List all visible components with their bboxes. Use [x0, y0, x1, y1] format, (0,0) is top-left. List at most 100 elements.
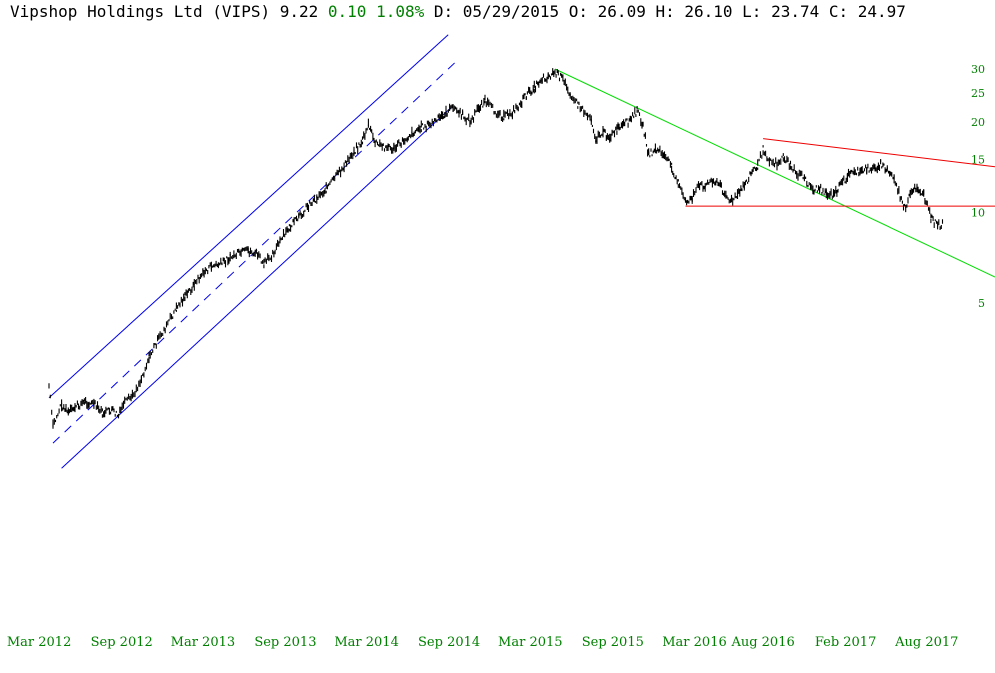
price-segment-87 [725, 190, 731, 204]
y-tick-label: 25 [971, 87, 985, 100]
price-segment-46 [429, 113, 440, 129]
trendline-2 [61, 107, 452, 469]
price-segment-98 [796, 169, 805, 182]
price-segment-115 [909, 183, 918, 196]
price-bars-91 [750, 166, 759, 177]
bar-open: O: 26.09 [568, 2, 646, 21]
price-segment-59 [533, 77, 542, 93]
price-segment-53 [484, 94, 495, 114]
price-bars-116 [916, 185, 925, 197]
price-segment-99 [803, 174, 814, 193]
price-segment-25 [247, 247, 259, 258]
bar-low: L: 23.74 [742, 2, 820, 21]
price-bars-53 [484, 94, 495, 114]
price-segment-112 [893, 174, 902, 202]
price-segment-62 [554, 69, 563, 82]
price-segment-5 [74, 398, 85, 410]
x-tick-label: Mar 2013 [171, 635, 236, 650]
price-bars-89 [736, 181, 745, 197]
price-segment-37 [353, 136, 364, 156]
x-tick-label: Sep 2015 [582, 635, 644, 650]
price-bars-8 [101, 406, 113, 418]
x-tick-label: Mar 2016 [662, 635, 727, 650]
price-bars-11 [122, 393, 133, 405]
price-segment-13 [140, 356, 150, 384]
price-segment-10 [117, 402, 125, 419]
price-bars-36 [343, 146, 355, 168]
price-bars-50 [462, 111, 472, 128]
price-segment-107 [859, 164, 868, 174]
price-bars-33 [316, 182, 327, 204]
price-bars-107 [859, 164, 868, 174]
y-axis: 5 10 15 20 25 30 [971, 63, 985, 310]
price-bars-99 [803, 174, 814, 193]
x-tick-label: Sep 2012 [91, 635, 153, 650]
price-segment-105 [846, 167, 855, 180]
price-bars-81 [684, 195, 693, 206]
price-bars-103 [832, 180, 841, 198]
price-bars-15 [157, 321, 168, 342]
price-bars-93 [762, 150, 770, 167]
price-segment-61 [547, 68, 556, 80]
price-segment-47 [438, 105, 447, 121]
price-segment-48 [445, 103, 454, 117]
price-bars-73 [629, 107, 638, 123]
price-segment-38 [361, 124, 369, 145]
price-segment-21 [210, 257, 222, 272]
price-segment-55 [503, 109, 513, 120]
price-bars-6 [83, 397, 95, 410]
price-segment-101 [819, 183, 827, 199]
price-segment-83 [697, 181, 706, 192]
trendlines [48, 34, 995, 469]
price-bars-100 [812, 185, 821, 195]
x-tick-label: Sep 2013 [254, 635, 316, 650]
price-segment-40 [374, 139, 386, 152]
price-bars-22 [220, 254, 231, 268]
price-bars-54 [493, 110, 505, 122]
price-segment-1 [48, 383, 54, 427]
price-segment-111 [886, 167, 895, 184]
last-price: 9.22 [279, 2, 319, 21]
price-bars-119 [937, 219, 944, 230]
price-segment-116 [916, 185, 925, 197]
price-segment-86 [718, 179, 727, 199]
price-segment-20 [202, 261, 212, 278]
y-tick-label: 30 [971, 63, 985, 76]
price-segment-26 [257, 251, 265, 264]
price-bars-23 [229, 249, 240, 260]
price-segment-64 [569, 94, 579, 104]
price-segment-71 [616, 121, 625, 135]
price-change: 0.10 [327, 2, 367, 21]
price-bars-112 [893, 174, 902, 202]
price-segment-41 [383, 142, 395, 154]
price-bars-106 [853, 166, 861, 177]
price-bars-79 [671, 162, 679, 188]
price-segment-35 [334, 166, 345, 182]
x-tick-label: Aug 2016 [730, 635, 794, 650]
price-bars-78 [661, 151, 673, 173]
price-segment-44 [411, 120, 422, 138]
price-segment-74 [636, 106, 643, 129]
price-segment-73 [629, 107, 638, 123]
price-bars-45 [420, 120, 431, 133]
price-bars-13 [140, 356, 150, 384]
price-segment-19 [193, 268, 204, 291]
price-segment-39 [367, 118, 376, 148]
price-bars-41 [383, 142, 395, 154]
price-segment-52 [477, 98, 486, 113]
price-segment-90 [743, 171, 752, 189]
x-tick-label: Mar 2012 [7, 635, 72, 650]
price-bars-44 [411, 120, 422, 138]
price-series [48, 68, 944, 429]
price-bars-114 [905, 190, 911, 209]
price-bars-72 [623, 116, 631, 128]
ticker-name: Vipshop Holdings Ltd (VIPS) [10, 2, 271, 21]
price-bars-88 [729, 192, 739, 206]
price-segment-14 [148, 335, 159, 359]
price-bars-24 [238, 246, 249, 257]
price-segment-23 [229, 249, 240, 260]
price-bars-94 [768, 157, 778, 171]
x-tick-label: Sep 2014 [418, 635, 480, 650]
price-bars-61 [547, 68, 556, 80]
price-bars-56 [511, 102, 521, 120]
